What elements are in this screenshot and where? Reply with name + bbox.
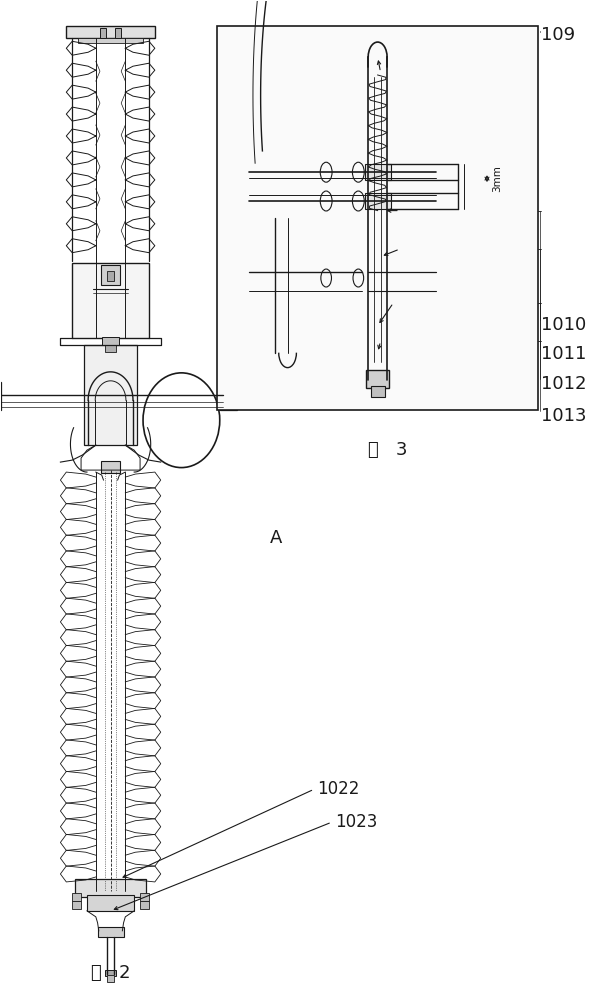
Text: 1013: 1013 [541,407,587,425]
Text: 图   3: 图 3 [368,441,408,459]
Bar [98,927,123,937]
Text: 1010: 1010 [541,316,586,334]
Text: 1012: 1012 [541,375,587,393]
Bar [217,26,539,410]
Bar [107,975,114,982]
Bar [105,970,116,976]
Text: 1011: 1011 [541,345,587,363]
Bar [140,901,149,909]
Bar [102,337,119,345]
Text: 1023: 1023 [335,813,377,831]
Bar [366,370,389,388]
Bar [72,263,149,338]
Bar [75,879,146,897]
Bar [101,265,120,285]
Text: 图   2: 图 2 [91,964,131,982]
Bar [100,28,106,38]
Bar [66,26,155,38]
Bar [105,345,116,352]
Circle shape [224,388,234,404]
Circle shape [233,388,242,404]
Text: A: A [270,529,282,547]
Bar [245,388,251,404]
Bar [72,893,81,901]
Bar [0,382,1,410]
Bar [87,895,134,911]
Bar [78,38,143,43]
Bar [72,901,81,909]
Text: 1022: 1022 [317,780,359,798]
Bar [101,461,120,473]
Bar [140,893,149,901]
Bar [115,28,121,38]
Bar [235,386,246,406]
Bar [365,164,391,180]
Bar [365,193,391,209]
Bar [371,386,385,397]
Bar [107,271,114,281]
Text: 109: 109 [541,26,576,44]
Bar [84,345,137,445]
Bar [220,382,237,410]
Text: 3mm: 3mm [492,165,502,192]
